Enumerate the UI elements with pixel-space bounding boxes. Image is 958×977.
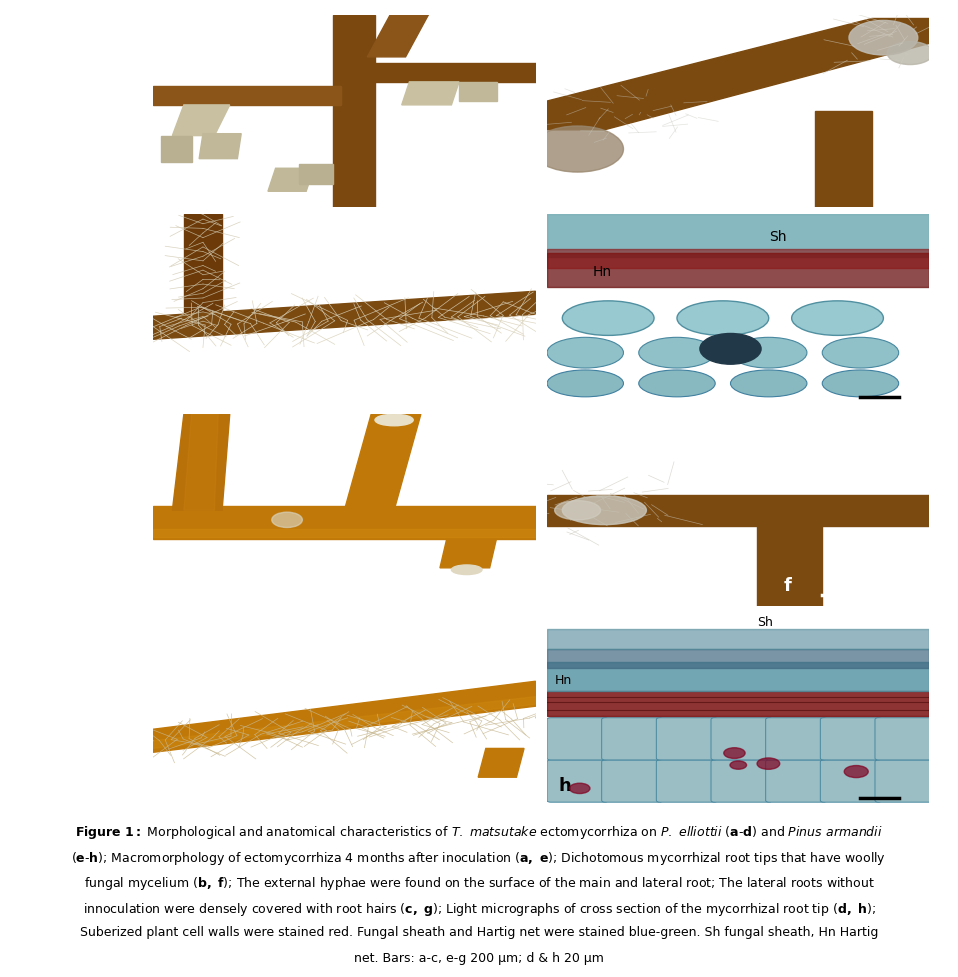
Polygon shape xyxy=(547,649,929,668)
Text: f: f xyxy=(784,576,792,595)
Polygon shape xyxy=(153,530,536,537)
Circle shape xyxy=(724,747,745,758)
Polygon shape xyxy=(547,691,929,716)
Polygon shape xyxy=(184,215,222,329)
FancyBboxPatch shape xyxy=(820,718,881,760)
FancyBboxPatch shape xyxy=(765,718,827,760)
FancyBboxPatch shape xyxy=(765,760,827,802)
Text: $\mathbf{Figure\ 1:}$ Morphological and anatomical characteristics of $\mathit{T: $\mathbf{Figure\ 1:}$ Morphological and … xyxy=(75,825,883,841)
FancyBboxPatch shape xyxy=(711,718,772,760)
Polygon shape xyxy=(367,63,536,82)
Circle shape xyxy=(849,21,918,55)
FancyBboxPatch shape xyxy=(656,718,718,760)
Polygon shape xyxy=(478,748,524,778)
Polygon shape xyxy=(172,105,230,136)
Text: innoculation were densely covered with root hairs ($\mathbf{c,\ g}$); Light micr: innoculation were densely covered with r… xyxy=(82,901,876,917)
Polygon shape xyxy=(757,500,822,606)
Polygon shape xyxy=(344,414,421,510)
Polygon shape xyxy=(401,82,459,105)
Polygon shape xyxy=(814,110,872,206)
Polygon shape xyxy=(172,414,230,510)
Polygon shape xyxy=(367,15,428,57)
Text: Sh: Sh xyxy=(768,231,787,244)
Polygon shape xyxy=(184,414,218,510)
Polygon shape xyxy=(547,495,929,526)
Text: Hn: Hn xyxy=(555,674,572,687)
Polygon shape xyxy=(268,168,314,191)
Text: ($\mathbf{e}$-$\mathbf{h}$); Macromorphology of ectomycorrhiza 4 months after in: ($\mathbf{e}$-$\mathbf{h}$); Macromorpho… xyxy=(72,850,886,867)
Polygon shape xyxy=(547,662,929,691)
Polygon shape xyxy=(199,134,241,158)
Ellipse shape xyxy=(562,496,647,525)
Polygon shape xyxy=(299,164,333,184)
Ellipse shape xyxy=(822,370,899,397)
Text: Sh: Sh xyxy=(757,616,773,629)
Polygon shape xyxy=(547,215,929,257)
Text: e: e xyxy=(172,576,185,595)
Polygon shape xyxy=(547,629,929,649)
Polygon shape xyxy=(153,697,536,748)
Circle shape xyxy=(569,784,590,793)
Polygon shape xyxy=(161,136,192,162)
Polygon shape xyxy=(333,15,375,206)
Ellipse shape xyxy=(791,301,883,335)
FancyBboxPatch shape xyxy=(547,718,608,760)
FancyBboxPatch shape xyxy=(875,718,936,760)
Ellipse shape xyxy=(562,301,654,335)
Circle shape xyxy=(844,766,868,778)
FancyBboxPatch shape xyxy=(602,760,663,802)
Ellipse shape xyxy=(555,500,601,520)
Ellipse shape xyxy=(822,337,899,368)
Circle shape xyxy=(700,333,761,364)
Ellipse shape xyxy=(547,370,624,397)
Circle shape xyxy=(757,758,780,769)
FancyBboxPatch shape xyxy=(875,760,936,802)
FancyBboxPatch shape xyxy=(602,718,663,760)
Polygon shape xyxy=(547,249,929,269)
Text: fungal mycelium ($\mathbf{b,\ f}$); The external hyphae were found on the surfac: fungal mycelium ($\mathbf{b,\ f}$); The … xyxy=(83,875,875,892)
Circle shape xyxy=(887,42,933,64)
Polygon shape xyxy=(547,19,929,130)
Ellipse shape xyxy=(677,301,768,335)
Text: net. Bars: a-c, e-g 200 μm; d & h 20 μm: net. Bars: a-c, e-g 200 μm; d & h 20 μm xyxy=(354,952,604,965)
FancyBboxPatch shape xyxy=(711,760,772,802)
Text: g: g xyxy=(268,777,281,794)
Text: Suberized plant cell walls were stained red. Fungal sheath and Hartig net were s: Suberized plant cell walls were stained … xyxy=(80,926,878,940)
Circle shape xyxy=(272,512,303,528)
Text: h: h xyxy=(559,777,571,794)
Polygon shape xyxy=(153,291,536,339)
Circle shape xyxy=(730,761,746,769)
Ellipse shape xyxy=(731,337,807,368)
Ellipse shape xyxy=(639,337,716,368)
Ellipse shape xyxy=(731,370,807,397)
Polygon shape xyxy=(153,86,341,105)
Ellipse shape xyxy=(451,565,482,574)
Polygon shape xyxy=(153,506,536,539)
FancyBboxPatch shape xyxy=(547,760,608,802)
FancyBboxPatch shape xyxy=(656,760,718,802)
Ellipse shape xyxy=(375,414,413,426)
Polygon shape xyxy=(459,82,497,101)
Text: b: b xyxy=(757,177,770,195)
Circle shape xyxy=(532,126,624,172)
Text: Hn: Hn xyxy=(593,265,612,279)
Polygon shape xyxy=(153,681,536,752)
Text: a: a xyxy=(172,177,184,195)
Text: c: c xyxy=(467,377,477,395)
Text: d: d xyxy=(559,377,571,395)
Ellipse shape xyxy=(547,337,624,368)
FancyBboxPatch shape xyxy=(820,760,881,802)
Ellipse shape xyxy=(639,370,716,397)
Polygon shape xyxy=(547,253,929,287)
Polygon shape xyxy=(440,535,497,568)
